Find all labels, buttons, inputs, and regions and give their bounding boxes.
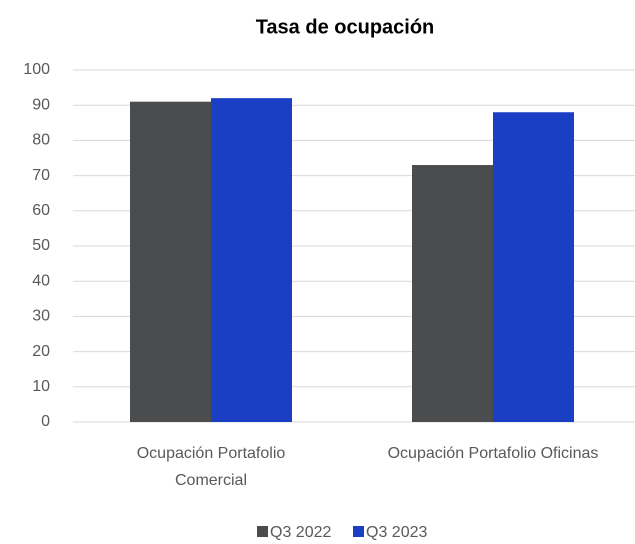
y-tick-label: 30 — [32, 308, 50, 325]
y-tick-label: 20 — [32, 343, 50, 360]
bar — [412, 165, 493, 423]
legend-label: Q3 2023 — [366, 524, 427, 541]
legend-label: Q3 2022 — [270, 524, 331, 541]
bar — [130, 101, 211, 423]
y-tick-label: 50 — [32, 237, 50, 254]
bar — [211, 98, 292, 422]
y-tick-label: 90 — [32, 96, 50, 113]
x-tick-label: Ocupación Portafolio Oficinas — [387, 445, 599, 462]
bar — [493, 112, 574, 423]
y-tick-label: 100 — [23, 61, 50, 78]
y-tick-label: 40 — [32, 272, 50, 289]
x-tick-label: Ocupación Portafolio Comercial — [136, 445, 286, 489]
y-tick-label: 80 — [32, 132, 50, 149]
legend-swatch — [353, 526, 364, 537]
y-tick-label: 10 — [32, 378, 50, 395]
legend-swatch — [257, 526, 268, 537]
y-tick-label: 0 — [41, 413, 50, 430]
y-tick-label: 60 — [32, 202, 50, 219]
y-tick-label: 70 — [32, 167, 50, 184]
chart-title: Tasa de ocupación — [256, 16, 435, 38]
